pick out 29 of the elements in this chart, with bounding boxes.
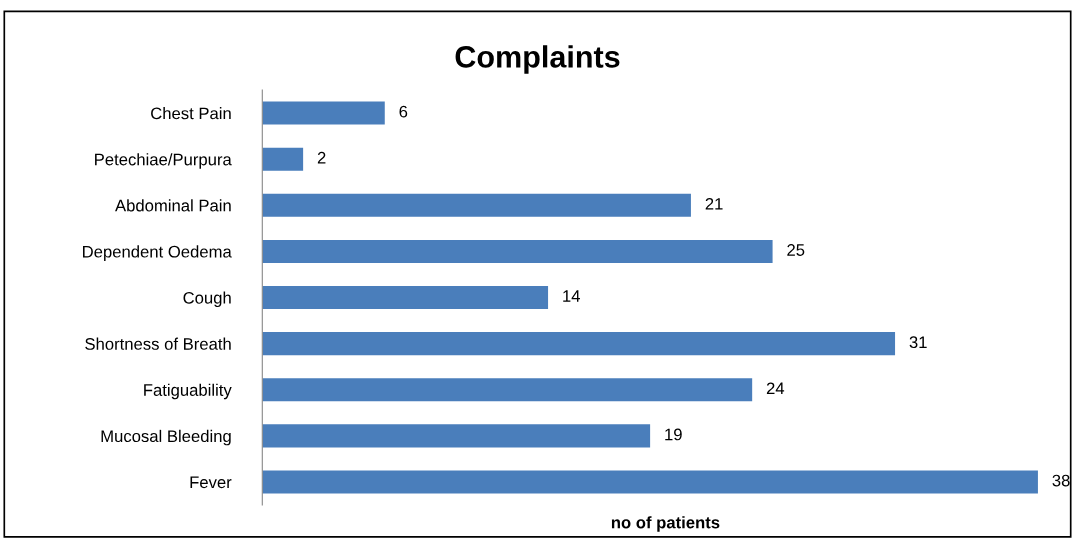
x-axis-title: no of patients bbox=[611, 516, 720, 532]
chart-title: Complaints bbox=[455, 45, 620, 74]
y-tick-label: Dependent Oedema bbox=[83, 245, 232, 261]
data-label: 2 bbox=[317, 151, 326, 164]
y-tick-label: Shortness of Breath bbox=[85, 337, 231, 350]
data-label: 24 bbox=[766, 382, 785, 395]
data-label: 19 bbox=[665, 428, 682, 441]
data-label: 31 bbox=[909, 336, 927, 349]
data-label: 6 bbox=[399, 105, 408, 118]
y-tick-label: Mucosal Bleeding bbox=[101, 429, 231, 446]
data-label: 25 bbox=[787, 244, 805, 256]
bar bbox=[262, 424, 651, 448]
y-tick-label: Fatiguability bbox=[144, 383, 232, 400]
bar bbox=[262, 239, 773, 263]
bar bbox=[262, 332, 896, 356]
y-tick-label: Fever bbox=[190, 476, 232, 489]
data-label: 38 bbox=[1052, 474, 1070, 487]
y-tick-label: Abdominal Pain bbox=[115, 199, 231, 212]
bar bbox=[262, 286, 549, 310]
bar bbox=[262, 378, 753, 402]
bar bbox=[262, 147, 304, 171]
bar bbox=[262, 193, 691, 217]
bar bbox=[262, 470, 1038, 494]
y-tick-label: Chest Pain bbox=[151, 107, 231, 120]
bar bbox=[262, 101, 385, 125]
y-tick-label: Cough bbox=[183, 291, 231, 308]
data-label: 21 bbox=[705, 197, 723, 210]
data-label: 14 bbox=[563, 290, 580, 302]
y-tick-label: Petechiae/Purpura bbox=[95, 153, 232, 169]
